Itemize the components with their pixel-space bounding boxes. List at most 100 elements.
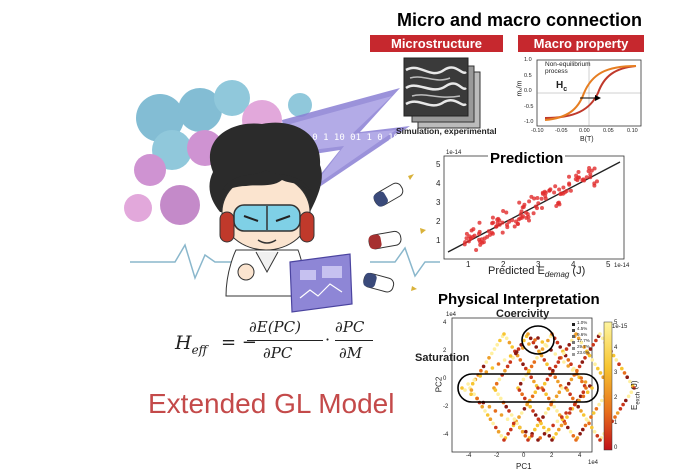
trajectory-point (622, 371, 627, 375)
hysteresis-ytick-label: 0.0 (524, 88, 532, 94)
trajectory-point (574, 332, 578, 336)
trajectory-point (595, 434, 600, 438)
trajectory-point (559, 423, 564, 428)
trajectory-point (504, 404, 509, 409)
trajectory-point (484, 370, 489, 374)
trajectory-point (598, 371, 603, 375)
trajectory-point (483, 409, 487, 413)
colorbar-label-suffix: (J) (630, 380, 639, 392)
scatter-point (477, 231, 481, 236)
colorbar-tick-label: 4 (614, 345, 618, 351)
legend-label: 4.5% (577, 326, 588, 331)
trajectory-point (625, 375, 629, 380)
scatter-point (535, 196, 540, 200)
trajectory-point (490, 351, 494, 356)
formula-lhs-symbol: H (175, 332, 192, 354)
trajectory-point (517, 388, 522, 392)
legend-label: 17.7% (577, 338, 590, 343)
test-tube (373, 182, 404, 207)
scatter-point (586, 169, 591, 174)
trajectory-point (544, 344, 549, 348)
scatter-point (540, 206, 544, 210)
trajectory-point (564, 347, 569, 351)
trajectory-point (586, 351, 590, 356)
trajectory-point (624, 398, 628, 403)
hysteresis-branch-down (544, 65, 637, 121)
trajectory-point (581, 427, 585, 432)
legend-marker (572, 335, 575, 338)
trajectory-point (560, 415, 564, 419)
prediction-scale-y: 1e-14 (446, 150, 462, 156)
trajectory-point (560, 386, 564, 390)
trajectory-point (566, 425, 570, 430)
trajectory-point (496, 392, 500, 397)
scatter-point (507, 219, 512, 224)
pca-ytick-label: 2 (443, 348, 447, 354)
scatter-point (559, 191, 564, 196)
trajectory-point (584, 417, 589, 422)
trajectory-point (494, 381, 499, 386)
hc-label-text: H (556, 80, 564, 91)
bubble (134, 154, 166, 186)
trajectory-point (566, 381, 571, 386)
trajectory-point (581, 413, 586, 417)
scatter-point (491, 220, 496, 225)
trajectory-point (527, 368, 531, 373)
prediction-plot (443, 155, 625, 260)
trajectory-point (569, 377, 574, 382)
trajectory-point (568, 429, 573, 434)
trajectory-point (556, 360, 561, 364)
trajectory-point (589, 415, 593, 419)
trajectory-point (542, 432, 547, 436)
trajectory-point (572, 402, 577, 407)
trajectory-point (497, 377, 502, 382)
trajectory-point (553, 375, 557, 380)
trajectory-point (588, 347, 593, 351)
trajectory-point (529, 364, 534, 369)
test-tubes (363, 174, 426, 293)
trajectory-point (524, 429, 528, 434)
trajectory-point (493, 409, 498, 413)
scatter-point (474, 248, 479, 252)
trajectory-point (585, 390, 590, 395)
trajectory-point (628, 379, 632, 384)
saturation-label: Saturation (415, 352, 470, 364)
trajectory-point (593, 362, 597, 367)
coercivity-label: Coercivity (496, 308, 550, 320)
trajectory-point (590, 425, 594, 430)
trajectory-point (597, 402, 601, 407)
scatter-point (504, 210, 509, 215)
scatter-point (576, 175, 581, 180)
trajectory-point (512, 417, 517, 422)
scatter-point (557, 202, 562, 207)
prediction-xlabel-sub: demag (544, 270, 570, 280)
prediction-xtick-label: 3 (536, 260, 541, 269)
trajectory-point (523, 434, 528, 438)
colorbar-tick-label: 3 (614, 370, 618, 376)
trajectory-point (505, 364, 510, 369)
trajectory-point (532, 379, 536, 384)
pca-scale-x: 1e4 (588, 460, 599, 466)
trajectory-point (590, 358, 595, 362)
scatter-point (500, 220, 505, 225)
bubble (124, 194, 152, 222)
prediction-xtick-label: 4 (571, 260, 576, 269)
trajectory-point (541, 388, 546, 392)
colorbar-label: Eexch (J) (630, 380, 642, 410)
scatter-points (462, 166, 599, 252)
trajectory-point (520, 429, 525, 434)
trajectory-point (554, 394, 559, 399)
trajectory-point (499, 396, 503, 401)
scatter-point (529, 194, 534, 199)
bubble (178, 88, 222, 132)
legend-label: 1.0% (577, 320, 588, 325)
scatter-point (568, 188, 573, 193)
trajectory-point (521, 362, 525, 367)
trajectory-point (506, 432, 510, 436)
trajectory-point (566, 358, 571, 362)
trajectory-point (498, 338, 502, 343)
trajectory-point (582, 345, 586, 349)
trajectory-point (503, 368, 507, 373)
trajectory-point (591, 343, 595, 347)
interpretation-title: Physical Interpretation (438, 291, 600, 308)
